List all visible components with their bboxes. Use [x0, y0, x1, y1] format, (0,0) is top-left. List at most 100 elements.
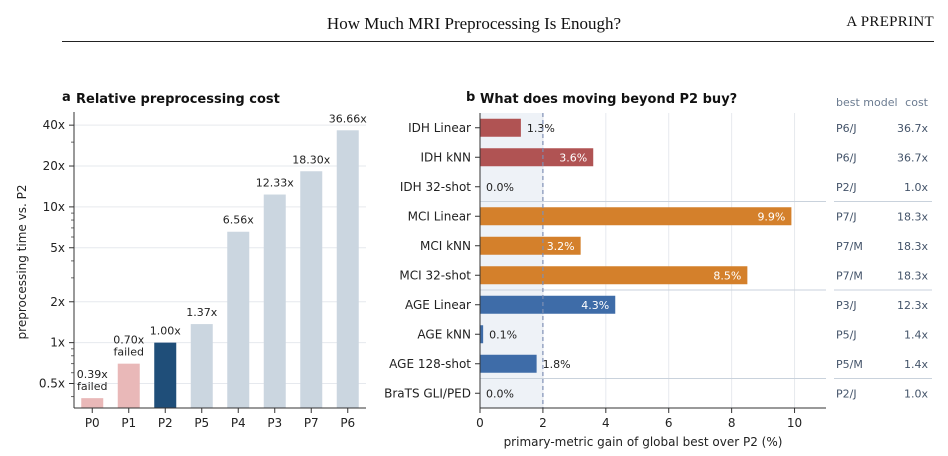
- y-tick-label: 10x: [43, 200, 65, 214]
- bar-label: 1.00x: [150, 325, 181, 338]
- bar-label: 0.39x: [77, 368, 108, 381]
- y-tick-label: AGE Linear: [405, 298, 471, 312]
- table-model: P5/J: [836, 328, 857, 341]
- bar-value-label: 3.2%: [547, 240, 575, 253]
- panel-b-xlabel: primary-metric gain of global best over …: [504, 435, 783, 449]
- bar-P5: [190, 324, 213, 408]
- panel-b-title: What does moving beyond P2 buy?: [480, 92, 737, 107]
- bar-P6: [336, 130, 359, 408]
- y-tick-label: 0.5x: [39, 377, 65, 391]
- table-cost: 36.7x: [897, 122, 928, 135]
- bar-value-label: 1.8%: [543, 358, 571, 371]
- bar-P4: [227, 231, 250, 408]
- table-model: P6/J: [836, 151, 857, 164]
- table-model: P2/J: [836, 181, 857, 194]
- panel-b: b What does moving beyond P2 buy? primar…: [384, 90, 932, 449]
- y-tick-label: MCI 32-shot: [399, 268, 471, 282]
- side-table: P6/J 36.7x P6/J 36.7x P2/J 1.0x P7/J 18.3x P7/M 1…: [834, 96, 932, 400]
- running-title: How Much MRI Preprocessing Is Enough?: [326, 14, 622, 33]
- bar-P2: [154, 342, 177, 408]
- table-cost: 36.7x: [897, 151, 928, 164]
- table-model: P3/J: [836, 299, 857, 312]
- bar-value-label: 1.3%: [527, 122, 555, 135]
- table-cost: 18.3x: [897, 240, 928, 253]
- y-tick-label: MCI Linear: [408, 209, 471, 223]
- bar-idh-linear: [480, 118, 521, 137]
- y-tick-label: IDH 32-shot: [400, 180, 471, 194]
- x-tick-label: 4: [602, 416, 610, 430]
- bar-value-label: 8.5%: [713, 269, 741, 282]
- bar-label: 12.33x: [256, 177, 294, 190]
- y-tick-label: 1x: [50, 336, 65, 350]
- y-tick-label: MCI kNN: [420, 239, 471, 253]
- y-tick-label: 40x: [43, 118, 65, 132]
- bar-P3: [263, 194, 286, 408]
- panel-b-bars: 1.3% 3.6% 0.0% 9.9% 3.2% 8.5% 4.3% 0.1% 1.8% 0.0%: [480, 113, 792, 408]
- panel-a-bars: 0.39xfailed0.70xfailed1.00x1.37x6.56x12.…: [77, 112, 367, 408]
- x-tick-label: P0: [85, 416, 100, 430]
- panel-b-axes: 0 2 4 6 8 10 IDH Linear IDH kNN IDH 32-shot MCI L…: [384, 113, 826, 430]
- bar-idh-knn: [480, 148, 594, 167]
- bar-label: failed: [77, 380, 107, 393]
- bar-label: 18.30x: [292, 153, 330, 166]
- y-tick-label: IDH Linear: [408, 121, 471, 135]
- x-tick-label: P4: [231, 416, 246, 430]
- x-tick-label: 10: [787, 416, 802, 430]
- x-tick-label: P1: [121, 416, 136, 430]
- x-tick-label: 6: [665, 416, 673, 430]
- bar-value-label: 3.6%: [559, 151, 587, 164]
- y-tick-label: 2x: [50, 295, 65, 309]
- page-header: How Much MRI Preprocessing Is Enough? A …: [0, 0, 948, 44]
- panel-a-title: Relative preprocessing cost: [76, 92, 280, 107]
- bar-label: 1.37x: [186, 306, 217, 319]
- bar-value-label: 0.1%: [489, 328, 517, 341]
- bar-label: 6.56x: [223, 214, 254, 227]
- y-tick-label: AGE 128-shot: [389, 357, 471, 371]
- y-tick-label: 5x: [50, 241, 65, 255]
- table-model: P5/M: [836, 358, 863, 371]
- x-tick-label: 2: [539, 416, 547, 430]
- bar-label: failed: [114, 346, 144, 359]
- bar-value-label: 0.0%: [486, 387, 514, 400]
- table-cost: 12.3x: [897, 299, 928, 312]
- table-model: P6/J: [836, 122, 857, 135]
- y-tick-label: BraTS GLI/PED: [384, 386, 471, 400]
- table-cost: 1.0x: [904, 181, 928, 194]
- x-tick-label: P7: [304, 416, 319, 430]
- bar-age-128-shot: [480, 354, 537, 373]
- bar-value-label: 9.9%: [757, 210, 785, 223]
- table-header-cost: cost: [905, 96, 929, 109]
- panel-a-ylabel: preprocessing time vs. P2: [15, 185, 29, 340]
- header-rule: [62, 41, 934, 42]
- table-model: P7/M: [836, 269, 863, 282]
- x-tick-label: P5: [194, 416, 209, 430]
- table-header-model: best model: [836, 96, 898, 109]
- bar-P1: [117, 363, 140, 408]
- panel-b-letter: b: [466, 90, 475, 105]
- table-model: P7/M: [836, 240, 863, 253]
- panel-a-letter: a: [62, 90, 71, 105]
- table-cost: 1.4x: [904, 328, 928, 341]
- y-tick-label: AGE kNN: [417, 327, 471, 341]
- bar-mci-32-shot: [480, 266, 748, 285]
- bar-value-label: 4.3%: [581, 299, 609, 312]
- y-tick-label: IDH kNN: [420, 150, 471, 164]
- x-tick-label: P3: [267, 416, 282, 430]
- y-tick-label: 20x: [43, 159, 65, 173]
- table-cost: 18.3x: [897, 210, 928, 223]
- table-model: P2/J: [836, 387, 857, 400]
- table-cost: 1.4x: [904, 358, 928, 371]
- x-tick-label: P2: [158, 416, 173, 430]
- bar-age-knn: [480, 325, 484, 344]
- x-tick-label: P6: [340, 416, 355, 430]
- bar-label: 0.70x: [113, 334, 144, 347]
- panel-a: a Relative preprocessing cost preprocess…: [15, 90, 367, 430]
- bar-value-label: 0.0%: [486, 181, 514, 194]
- bar-age-linear: [480, 295, 616, 314]
- x-tick-label: 0: [476, 416, 484, 430]
- preprint-label: A PREPRINT: [846, 14, 934, 31]
- preprint-label-text: A PREPRINT: [846, 14, 934, 30]
- bar-label: 36.66x: [329, 112, 367, 125]
- bar-mci-linear: [480, 207, 792, 226]
